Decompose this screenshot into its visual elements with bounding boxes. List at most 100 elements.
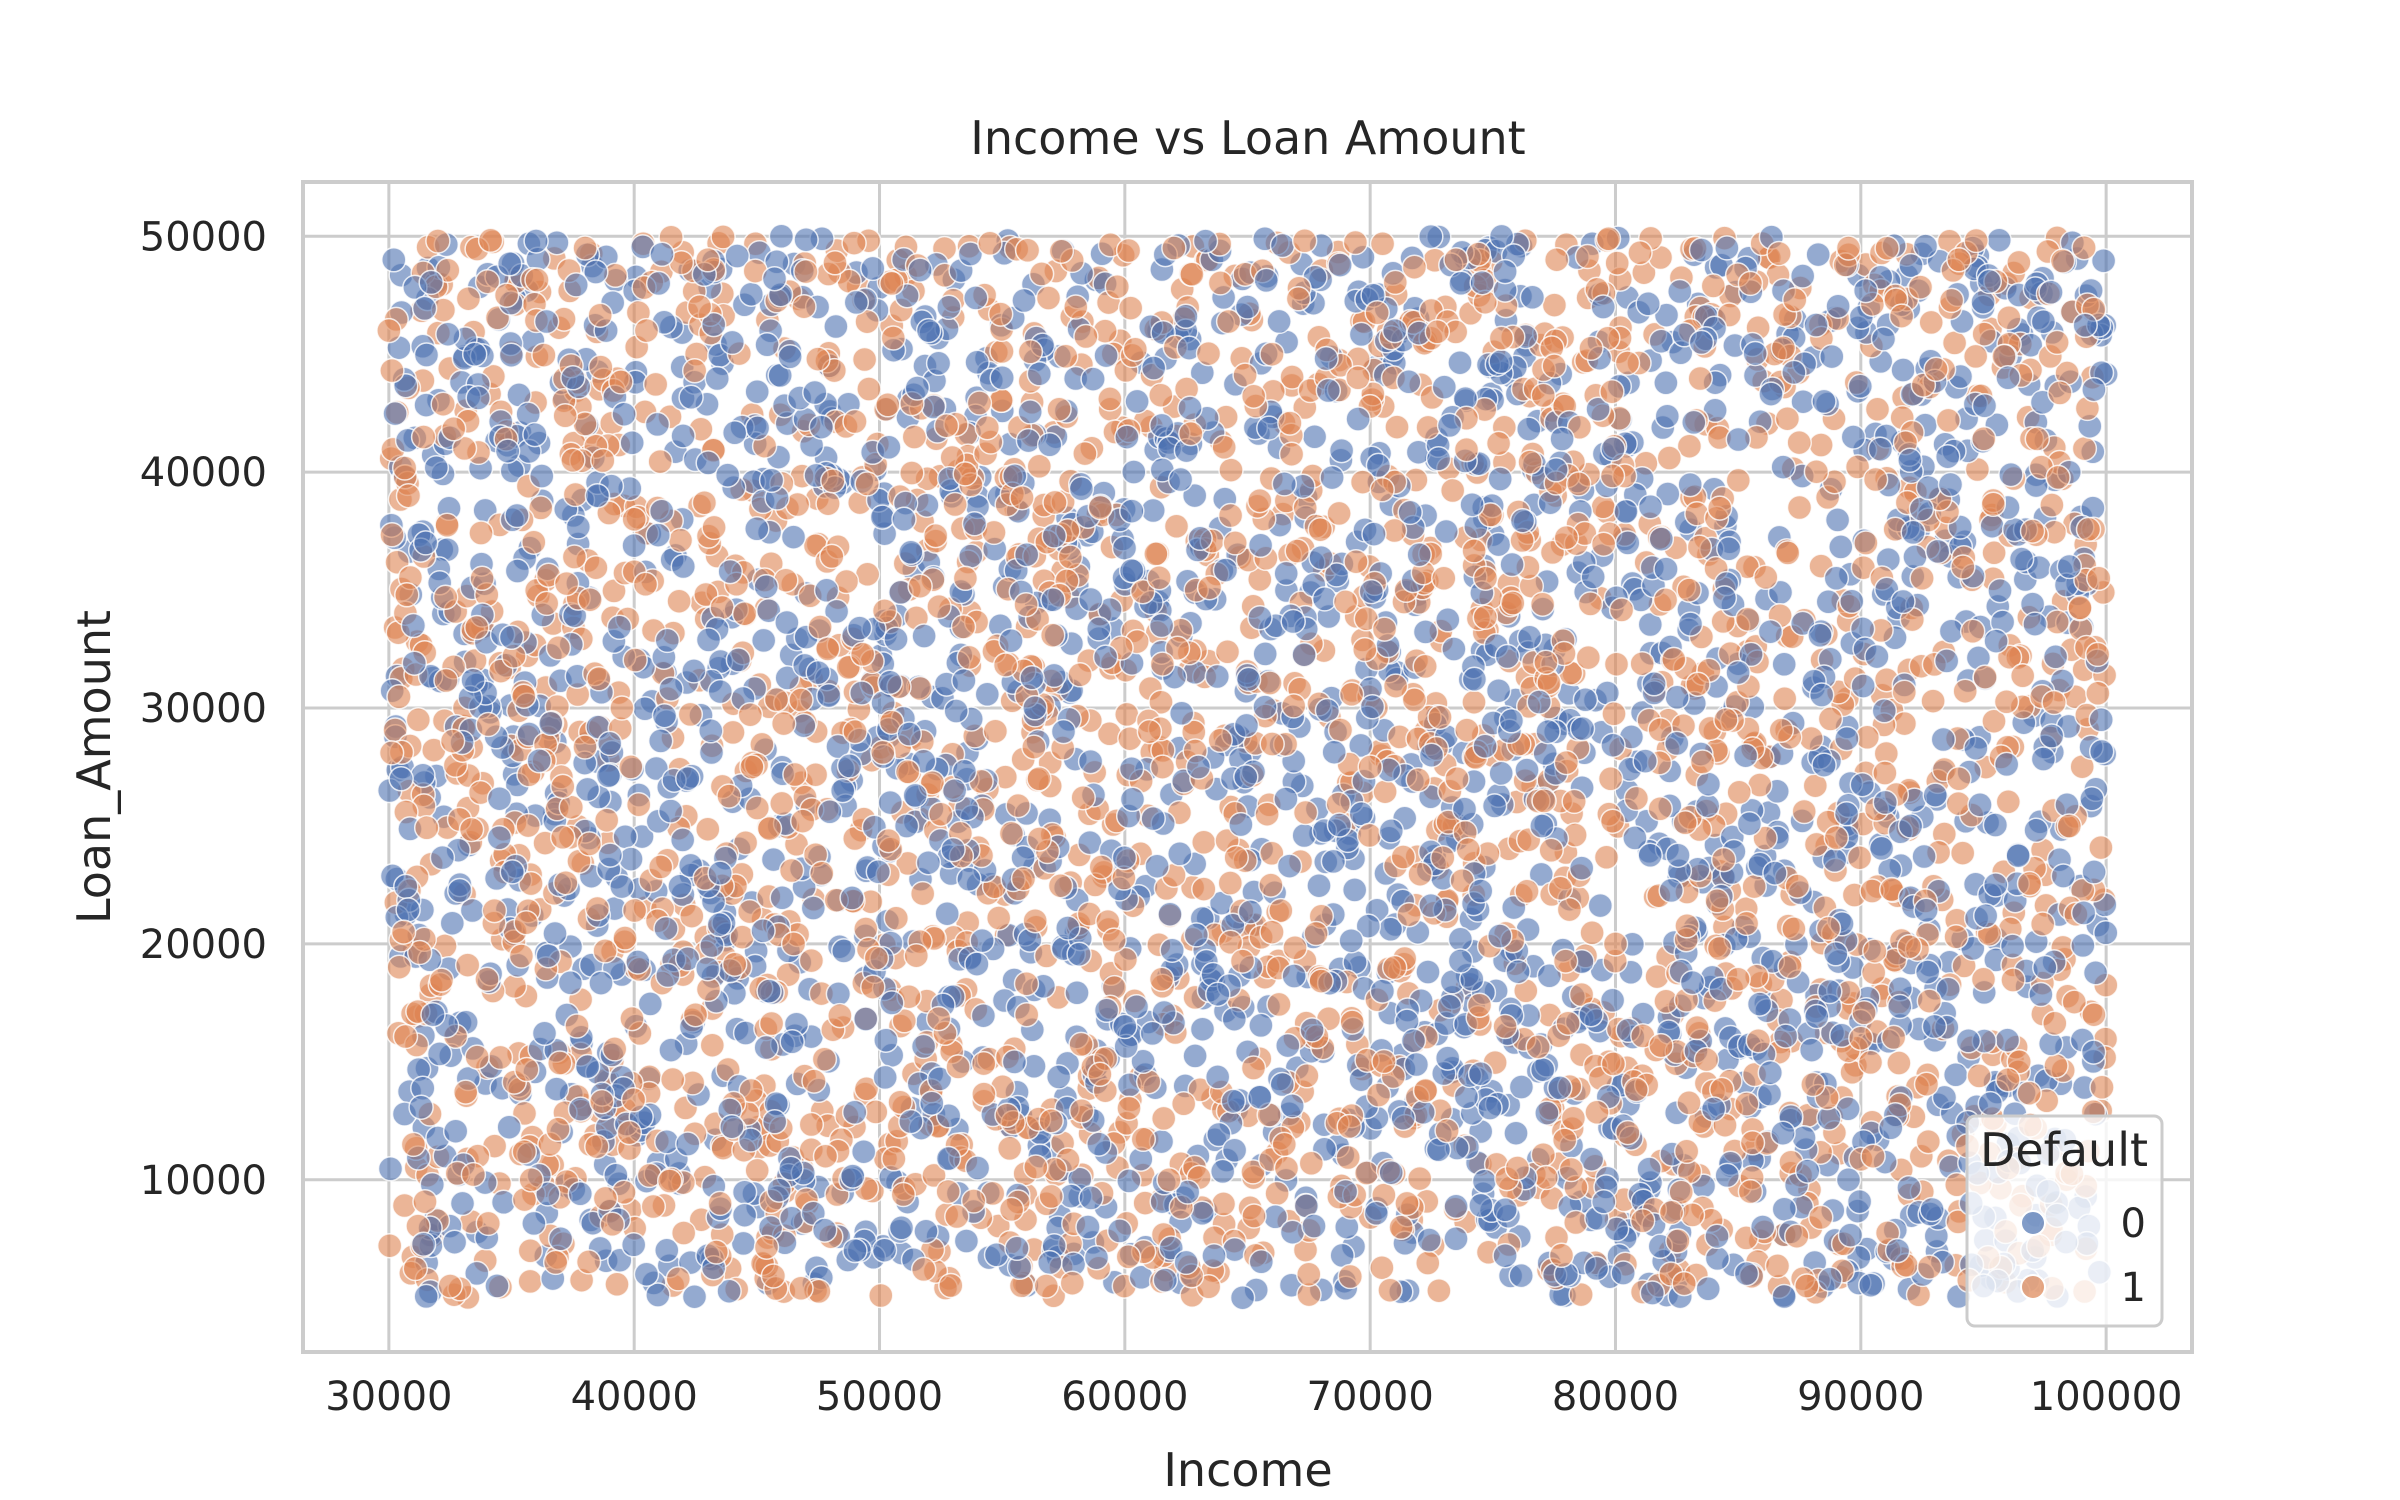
data-point-default-1 <box>1599 808 1626 834</box>
data-point-default-1 <box>1453 436 1480 463</box>
data-point-default-0 <box>911 623 937 649</box>
data-point-default-1 <box>1674 913 1700 939</box>
data-point-default-1 <box>938 1272 964 1299</box>
data-point-default-0 <box>1488 760 1514 787</box>
data-point-default-0 <box>1492 1242 1518 1269</box>
data-point-default-0 <box>1447 948 1474 974</box>
data-point-default-1 <box>1308 968 1334 994</box>
data-point-default-0 <box>1532 740 1558 767</box>
data-point-default-0 <box>2038 723 2065 749</box>
data-point-default-0 <box>1653 556 1679 582</box>
data-point-default-0 <box>446 877 473 904</box>
data-point-default-0 <box>777 344 803 370</box>
data-point-default-1 <box>907 675 933 702</box>
data-point-default-0 <box>1114 424 1140 450</box>
data-point-default-1 <box>974 414 1001 441</box>
data-point-default-1 <box>379 357 405 384</box>
data-point-default-0 <box>1015 427 1042 454</box>
data-point-default-0 <box>877 669 903 696</box>
data-point-default-0 <box>442 1118 469 1144</box>
data-point-default-0 <box>2028 981 2054 1008</box>
data-point-default-0 <box>1714 235 1740 261</box>
data-point-default-0 <box>1066 941 1092 967</box>
data-point-default-1 <box>770 710 797 737</box>
data-point-default-1 <box>899 460 925 486</box>
data-point-default-0 <box>1807 622 1833 649</box>
data-point-default-1 <box>1658 1199 1685 1226</box>
data-point-default-1 <box>1178 420 1204 447</box>
data-point-default-1 <box>842 408 868 435</box>
data-point-default-0 <box>1781 359 1807 386</box>
data-point-default-1 <box>1247 487 1273 514</box>
data-point-default-0 <box>1878 1115 1904 1141</box>
data-point-default-1 <box>1406 1165 1433 1192</box>
data-point-default-0 <box>1321 739 1347 765</box>
data-point-default-1 <box>513 909 539 936</box>
data-point-default-1 <box>1327 717 1354 743</box>
data-point-default-1 <box>439 728 466 754</box>
data-point-default-1 <box>1798 725 1824 752</box>
data-point-default-0 <box>1204 1064 1231 1090</box>
data-point-default-1 <box>1941 330 1968 356</box>
data-point-default-0 <box>706 911 733 938</box>
data-point-default-1 <box>1595 226 1622 252</box>
data-point-default-1 <box>1896 933 1923 960</box>
data-point-default-1 <box>1665 1228 1691 1254</box>
data-point-default-0 <box>1492 1197 1518 1223</box>
data-point-default-0 <box>1508 1074 1535 1100</box>
data-point-default-1 <box>1552 948 1579 974</box>
data-point-default-0 <box>1390 1105 1416 1131</box>
data-point-default-0 <box>1403 1051 1430 1078</box>
data-point-default-1 <box>737 701 764 728</box>
data-point-default-1 <box>391 455 418 481</box>
data-point-default-0 <box>413 342 440 368</box>
data-point-default-0 <box>1681 409 1707 436</box>
data-point-default-0 <box>669 827 696 853</box>
data-point-default-0 <box>1281 963 1307 989</box>
data-point-default-1 <box>1995 789 2022 815</box>
data-point-default-0 <box>1999 933 2026 959</box>
data-point-default-1 <box>1774 405 1801 432</box>
data-point-default-0 <box>2054 792 2080 818</box>
data-point-default-1 <box>2029 911 2056 937</box>
data-point-default-1 <box>1396 901 1422 928</box>
data-point-default-1 <box>1579 920 1605 946</box>
data-point-default-1 <box>1217 502 1244 529</box>
data-point-default-0 <box>2005 842 2031 869</box>
data-point-default-0 <box>1077 748 1104 775</box>
data-point-default-1 <box>1538 837 1564 864</box>
data-point-default-1 <box>1679 1202 1706 1228</box>
data-point-default-0 <box>410 762 436 789</box>
data-point-default-1 <box>511 1138 538 1165</box>
data-point-default-0 <box>1453 1083 1480 1110</box>
data-point-default-1 <box>716 783 742 809</box>
data-point-default-0 <box>413 1283 439 1310</box>
data-point-default-1 <box>1415 414 1441 441</box>
data-point-default-0 <box>1235 666 1262 693</box>
data-point-default-0 <box>1742 340 1768 367</box>
data-point-default-0 <box>695 955 721 982</box>
data-point-default-0 <box>865 859 892 885</box>
data-point-default-1 <box>1578 335 1604 362</box>
data-point-default-0 <box>1900 519 1926 546</box>
data-point-default-0 <box>1275 1032 1301 1059</box>
data-point-default-1 <box>1907 274 1934 300</box>
data-point-default-1 <box>533 590 560 617</box>
data-point-default-0 <box>504 502 530 529</box>
data-point-default-0 <box>1037 1249 1063 1276</box>
data-point-default-0 <box>1418 223 1444 250</box>
data-point-default-0 <box>1664 684 1690 711</box>
data-point-default-1 <box>1258 872 1284 898</box>
data-point-default-0 <box>657 798 684 824</box>
data-point-default-0 <box>1011 287 1037 314</box>
data-point-default-1 <box>468 520 494 546</box>
data-point-default-0 <box>1256 415 1282 441</box>
data-point-default-1 <box>1207 270 1234 296</box>
data-point-default-0 <box>1187 525 1213 552</box>
data-point-default-1 <box>1647 796 1673 822</box>
data-point-default-0 <box>1695 771 1722 797</box>
data-point-default-0 <box>1139 1020 1166 1047</box>
data-point-default-1 <box>811 1046 838 1072</box>
data-point-default-0 <box>498 342 525 368</box>
data-point-default-0 <box>914 492 940 518</box>
